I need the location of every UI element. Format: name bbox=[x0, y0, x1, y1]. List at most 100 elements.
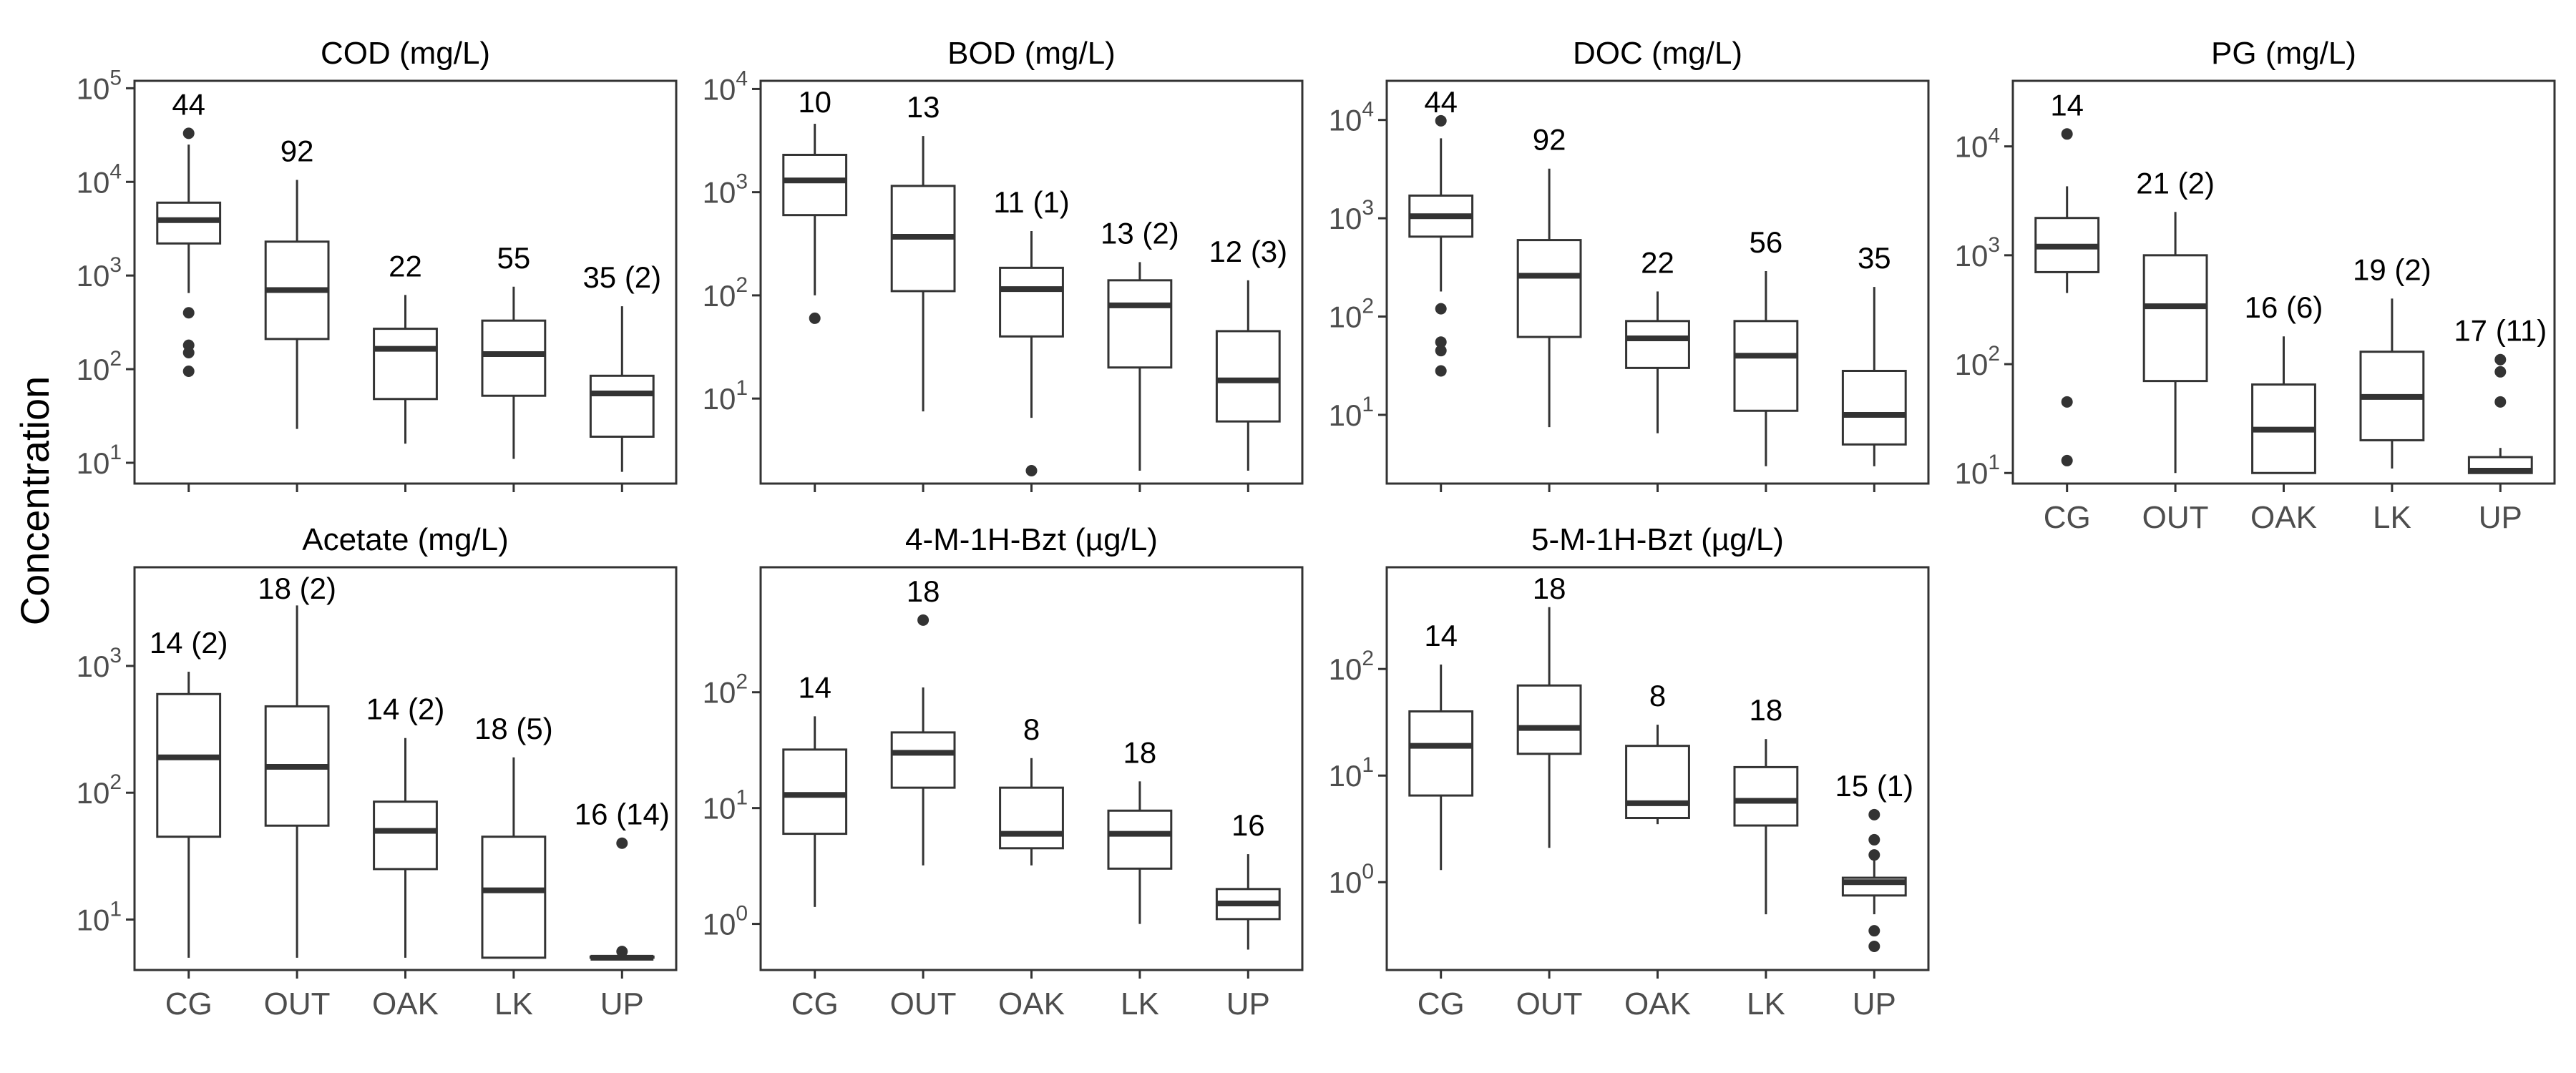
sample-count-label: 18 bbox=[907, 574, 940, 608]
sample-count-label: 12 (3) bbox=[1209, 235, 1287, 268]
sample-count-label: 16 (14) bbox=[575, 798, 670, 831]
y-tick-label-base: 10 bbox=[1955, 130, 1989, 164]
box-OUT: 18 (2) bbox=[258, 572, 336, 958]
sample-count-label: 55 bbox=[497, 241, 531, 275]
box-LK: 55 bbox=[481, 241, 547, 459]
box-OAK: 22 bbox=[1625, 245, 1690, 433]
box-LK: 18 bbox=[1733, 693, 1799, 915]
y-tick-label-base: 10 bbox=[1329, 104, 1362, 137]
box-iqr bbox=[1516, 684, 1582, 755]
y-tick-label-base: 10 bbox=[77, 165, 110, 199]
box-OAK: 11 (1) bbox=[993, 185, 1070, 476]
sample-count-label: 44 bbox=[172, 87, 205, 121]
box-CG: 14 bbox=[2034, 88, 2100, 466]
box-LK: 19 (2) bbox=[2353, 253, 2431, 469]
sample-count-label: 22 bbox=[1641, 245, 1674, 279]
y-tick-label: 102 bbox=[1329, 647, 1374, 686]
box-iqr bbox=[1107, 809, 1173, 870]
sample-count-label: 44 bbox=[1424, 85, 1458, 119]
y-tick-label-exponent: 1 bbox=[1988, 451, 2000, 474]
y-tick-label: 103 bbox=[703, 170, 748, 210]
sample-count-label: 35 bbox=[1858, 241, 1891, 275]
y-tick-label: 103 bbox=[1329, 196, 1374, 235]
y-tick-label: 101 bbox=[1329, 753, 1374, 793]
x-tick-label: UP bbox=[2479, 500, 2522, 535]
y-tick-label-exponent: 2 bbox=[109, 770, 122, 794]
x-tick-label: OAK bbox=[1624, 986, 1691, 1021]
x-tick-label: CG bbox=[2044, 500, 2091, 535]
y-tick-label-base: 10 bbox=[1329, 300, 1362, 334]
sample-count-label: 18 (2) bbox=[258, 572, 336, 605]
x-tick-label: OUT bbox=[264, 986, 331, 1021]
y-tick-label-base: 10 bbox=[1329, 759, 1362, 793]
y-tick-label-exponent: 4 bbox=[109, 160, 122, 183]
sample-count-label: 56 bbox=[1750, 225, 1783, 259]
y-tick-label-exponent: 1 bbox=[1362, 753, 1374, 777]
y-tick-label: 101 bbox=[1329, 393, 1374, 432]
x-tick-label: OUT bbox=[1516, 986, 1583, 1021]
box-OUT: 18 bbox=[890, 574, 956, 866]
outlier-point bbox=[2494, 396, 2507, 408]
y-tick-label: 101 bbox=[703, 376, 748, 416]
y-tick-label: 100 bbox=[1329, 860, 1374, 899]
box-iqr bbox=[1516, 239, 1582, 338]
outlier-point bbox=[917, 614, 930, 626]
box-UP: 16 bbox=[1215, 808, 1281, 950]
sample-count-label: 14 bbox=[798, 670, 831, 704]
box-iqr bbox=[1625, 320, 1690, 369]
y-tick-label-exponent: 0 bbox=[736, 902, 748, 926]
box-iqr bbox=[156, 201, 222, 245]
y-tick-label-exponent: 4 bbox=[1988, 124, 2000, 148]
x-tick-label: CG bbox=[791, 986, 839, 1021]
y-tick-label-base: 10 bbox=[703, 676, 736, 710]
y-tick-label-exponent: 1 bbox=[736, 786, 748, 810]
outlier-point bbox=[182, 347, 195, 359]
box-iqr bbox=[999, 266, 1064, 338]
y-tick-label-exponent: 3 bbox=[1362, 196, 1374, 220]
box-CG: 10 bbox=[782, 85, 848, 324]
box-OAK: 16 (6) bbox=[2245, 290, 2323, 474]
y-tick-label-base: 10 bbox=[703, 176, 736, 210]
outlier-point bbox=[1435, 114, 1447, 127]
y-tick-label-base: 10 bbox=[703, 279, 736, 313]
y-tick-label-base: 10 bbox=[77, 353, 110, 386]
box-iqr bbox=[1841, 369, 1907, 446]
outlier-point bbox=[2494, 353, 2507, 366]
outlier-point bbox=[1868, 849, 1880, 861]
x-tick-label: OUT bbox=[2142, 500, 2209, 535]
sample-count-label: 19 (2) bbox=[2353, 253, 2431, 286]
sample-count-label: 15 (1) bbox=[1835, 769, 1913, 803]
sample-count-label: 14 (2) bbox=[366, 692, 445, 726]
box-OAK: 22 bbox=[373, 249, 438, 444]
x-tick-label: OUT bbox=[890, 986, 957, 1021]
box-OUT: 92 bbox=[264, 134, 330, 429]
box-UP: 35 bbox=[1841, 241, 1907, 466]
y-tick-label: 102 bbox=[703, 670, 748, 710]
box-OUT: 21 (2) bbox=[2136, 166, 2215, 474]
box-UP: 12 (3) bbox=[1209, 235, 1287, 471]
box-iqr bbox=[2142, 254, 2208, 383]
box-iqr bbox=[1733, 765, 1799, 827]
outlier-point bbox=[2061, 128, 2073, 140]
y-tick-label-exponent: 1 bbox=[1362, 393, 1374, 416]
y-tick-label-exponent: 2 bbox=[736, 273, 748, 297]
outlier-point bbox=[182, 365, 195, 377]
y-tick-label-base: 10 bbox=[77, 259, 110, 293]
sample-count-label: 22 bbox=[389, 249, 422, 283]
sample-count-label: 92 bbox=[280, 134, 314, 167]
box-UP: 35 (2) bbox=[582, 260, 661, 472]
box-CG: 14 bbox=[1408, 619, 1474, 871]
y-tick-label-exponent: 2 bbox=[109, 347, 122, 371]
sample-count-label: 18 bbox=[1123, 735, 1157, 769]
y-tick-label: 101 bbox=[703, 786, 748, 825]
y-tick-label-exponent: 3 bbox=[109, 253, 122, 277]
y-tick-label: 101 bbox=[77, 441, 122, 480]
box-CG: 44 bbox=[156, 87, 222, 377]
panel-title: DOC (mg/L) bbox=[1573, 36, 1742, 71]
